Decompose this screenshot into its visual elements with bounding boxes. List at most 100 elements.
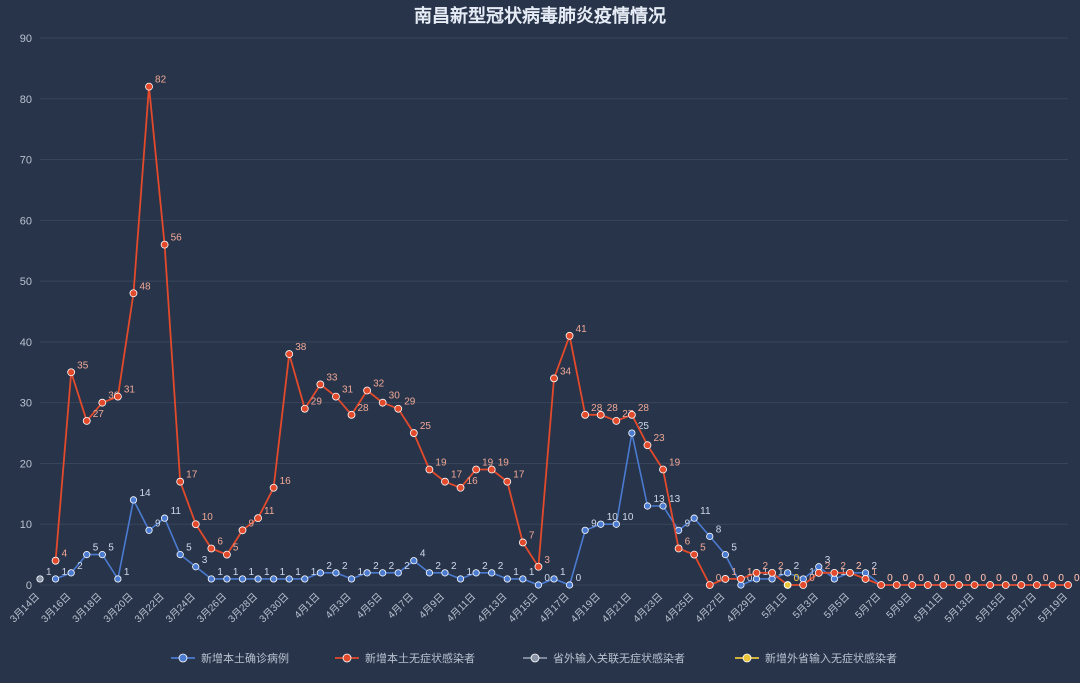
- data-point: [893, 582, 900, 589]
- value-label: 1: [264, 567, 270, 578]
- data-point: [68, 369, 75, 376]
- value-label: 0: [544, 573, 550, 584]
- value-label: 0: [934, 573, 940, 584]
- legend-label: 新增本土确诊病例: [201, 651, 289, 665]
- value-label: 32: [373, 379, 385, 390]
- value-label: 16: [280, 476, 292, 487]
- data-point: [441, 478, 448, 485]
- value-label: 1: [560, 567, 566, 578]
- value-label: 0: [903, 573, 909, 584]
- value-label: 29: [404, 397, 416, 408]
- data-point: [115, 576, 121, 582]
- data-point: [784, 582, 790, 588]
- data-point: [535, 563, 542, 570]
- value-label: 0: [794, 573, 800, 584]
- data-point: [660, 466, 667, 473]
- value-label: 5: [93, 543, 99, 554]
- value-label: 2: [825, 561, 831, 572]
- data-point: [535, 582, 541, 588]
- value-label: 19: [669, 458, 681, 469]
- data-point: [504, 478, 511, 485]
- data-point: [146, 527, 152, 533]
- value-label: 33: [326, 372, 338, 383]
- legend-marker: [531, 654, 539, 662]
- value-label: 2: [326, 561, 332, 572]
- value-label: 28: [607, 403, 619, 414]
- value-label: 27: [93, 409, 105, 420]
- value-label: 11: [700, 506, 711, 517]
- value-label: 11: [171, 506, 182, 517]
- data-point: [192, 521, 199, 528]
- value-label: 17: [451, 470, 463, 481]
- value-label: 2: [451, 561, 457, 572]
- value-label: 0: [887, 573, 893, 584]
- value-label: 0: [918, 573, 924, 584]
- data-point: [161, 241, 168, 248]
- legend-marker: [179, 654, 187, 662]
- data-point: [909, 582, 916, 589]
- value-label: 5: [700, 543, 706, 554]
- data-point: [582, 527, 588, 533]
- chart-title: 南昌新型冠状病毒肺炎疫情情况: [414, 5, 666, 26]
- data-point: [831, 569, 838, 576]
- data-point: [955, 582, 962, 589]
- data-point: [597, 411, 604, 418]
- data-point: [255, 515, 262, 522]
- y-tick-label: 20: [20, 458, 32, 470]
- value-label: 28: [638, 403, 650, 414]
- epidemic-line-chart: 南昌新型冠状病毒肺炎疫情情况01020304050607080903月14日3月…: [0, 0, 1080, 683]
- data-point: [815, 569, 822, 576]
- value-label: 7: [529, 530, 535, 541]
- value-label: 2: [840, 561, 846, 572]
- value-label: 48: [139, 281, 151, 292]
- data-point: [332, 393, 339, 400]
- data-point: [270, 484, 277, 491]
- value-label: 3: [544, 555, 550, 566]
- data-point: [130, 497, 136, 503]
- data-point: [457, 484, 464, 491]
- data-point: [519, 539, 526, 546]
- data-point: [52, 557, 59, 564]
- data-point: [1018, 582, 1025, 589]
- value-label: 4: [62, 549, 68, 560]
- value-label: 2: [77, 561, 83, 572]
- data-point: [270, 576, 276, 582]
- value-label: 16: [467, 476, 479, 487]
- data-point: [769, 569, 776, 576]
- value-label: 19: [435, 458, 447, 469]
- data-point: [223, 551, 230, 558]
- data-point: [395, 405, 402, 412]
- data-point: [691, 551, 698, 558]
- data-point: [566, 332, 573, 339]
- value-label: 2: [778, 561, 784, 572]
- data-point: [1049, 582, 1056, 589]
- value-label: 34: [560, 366, 572, 377]
- value-label: 14: [139, 488, 151, 499]
- data-point: [426, 570, 432, 576]
- data-point: [582, 411, 589, 418]
- data-point: [379, 570, 385, 576]
- value-label: 0: [576, 573, 582, 584]
- data-point: [473, 466, 480, 473]
- value-label: 19: [498, 458, 510, 469]
- value-label: 1: [529, 567, 535, 578]
- data-point: [348, 411, 355, 418]
- data-point: [83, 417, 90, 424]
- value-label: 31: [124, 385, 136, 396]
- data-point: [302, 576, 308, 582]
- data-point: [488, 466, 495, 473]
- value-label: 1: [46, 567, 52, 578]
- data-point: [737, 575, 744, 582]
- value-label: 2: [342, 561, 348, 572]
- y-tick-label: 10: [20, 519, 32, 531]
- data-point: [1033, 582, 1040, 589]
- data-point: [146, 83, 153, 90]
- data-point: [379, 399, 386, 406]
- data-point: [722, 575, 729, 582]
- value-label: 29: [311, 397, 323, 408]
- value-label: 2: [373, 561, 379, 572]
- value-label: 1: [217, 567, 223, 578]
- data-point: [317, 381, 324, 388]
- value-label: 9: [591, 518, 597, 529]
- value-label: 2: [389, 561, 395, 572]
